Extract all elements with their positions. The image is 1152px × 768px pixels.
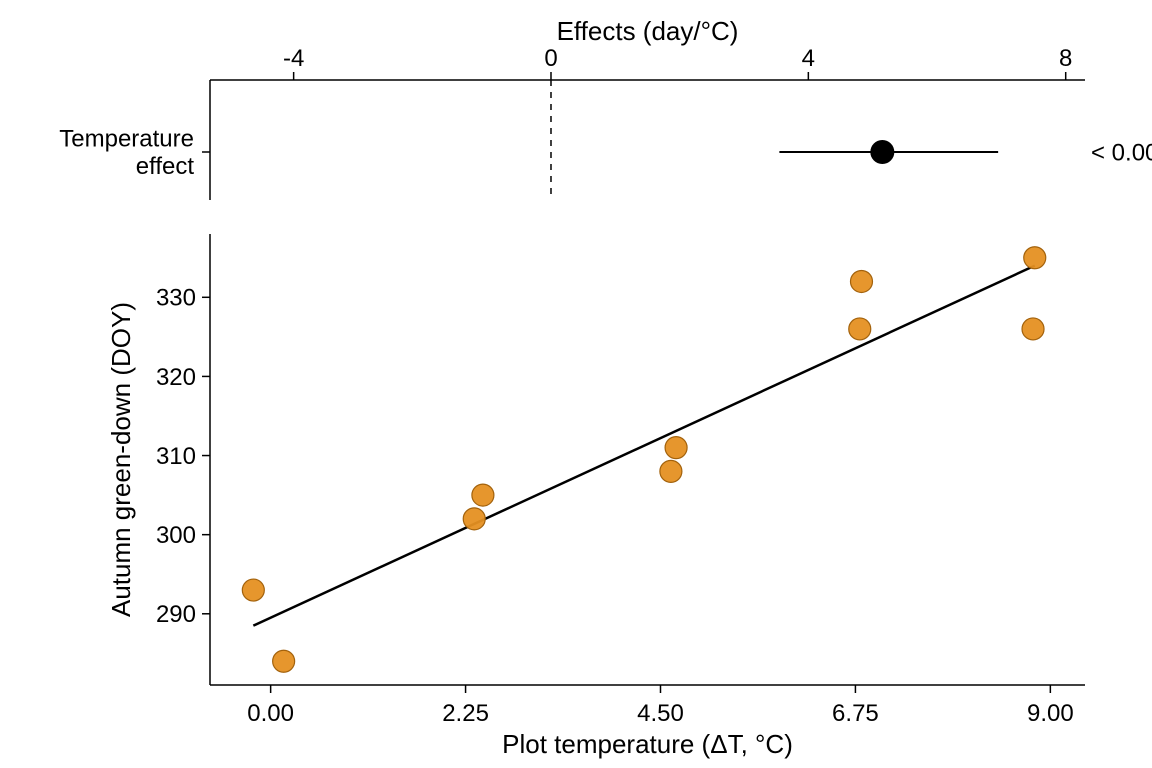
scatter-point [472, 484, 494, 506]
scatter-ylabel: Autumn green-down (DOY) [106, 302, 136, 617]
regression-line [253, 266, 1034, 626]
scatter-xtick-label: 6.75 [832, 700, 879, 727]
scatter-xlabel: Plot temperature (ΔT, °C) [502, 729, 793, 759]
effects-point-estimate [870, 140, 894, 164]
effects-row-label: effect [136, 153, 195, 180]
effects-xtick-label: -4 [283, 45, 304, 72]
figure-root: Effects (day/°C) -4 0 4 8 Temperatureeffect < … [0, 0, 1152, 768]
scatter-point [273, 650, 295, 672]
scatter-point [1022, 318, 1044, 340]
scatter-xtick-label: 4.50 [637, 700, 684, 727]
scatter-xtick-label: 0.00 [247, 700, 294, 727]
scatter-ytick-label: 320 [156, 364, 196, 391]
effects-pvalue: < 0.001 [1091, 139, 1152, 166]
scatter-panel: 290 300 310 320 330 0.00 2.25 4.50 6.75 9.00 Plot … [106, 234, 1085, 759]
scatter-ytick-label: 330 [156, 285, 196, 312]
effects-title: Effects (day/°C) [557, 16, 739, 46]
effects-xtick-label: 8 [1059, 45, 1072, 72]
scatter-xtick-label: 2.25 [442, 700, 489, 727]
effects-xtick-label: 0 [544, 45, 557, 72]
effects-xtick-label: 4 [802, 45, 815, 72]
scatter-point [1024, 247, 1046, 269]
effects-panel: Effects (day/°C) -4 0 4 8 Temperatureeffect < … [59, 16, 1152, 200]
scatter-point [850, 270, 872, 292]
scatter-ytick-label: 290 [156, 601, 196, 628]
scatter-point [665, 437, 687, 459]
effects-row-label: Temperature [59, 126, 194, 153]
scatter-point [242, 579, 264, 601]
scatter-ytick-label: 300 [156, 522, 196, 549]
scatter-xtick-label: 9.00 [1027, 700, 1074, 727]
scatter-ytick-label: 310 [156, 443, 196, 470]
scatter-point [660, 460, 682, 482]
scatter-point [849, 318, 871, 340]
scatter-point [463, 508, 485, 530]
